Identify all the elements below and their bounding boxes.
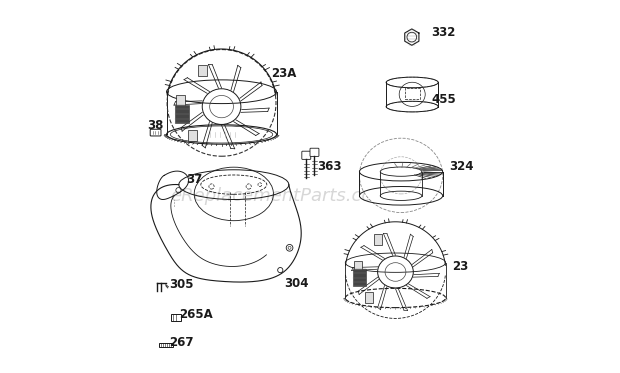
Ellipse shape xyxy=(345,222,446,319)
Text: 38: 38 xyxy=(147,119,164,132)
FancyBboxPatch shape xyxy=(374,235,383,245)
Text: 305: 305 xyxy=(169,279,194,291)
Ellipse shape xyxy=(167,49,277,157)
Text: 363: 363 xyxy=(317,160,341,173)
Ellipse shape xyxy=(360,138,443,213)
Text: 267: 267 xyxy=(169,336,194,349)
Text: eReplacementParts.com: eReplacementParts.com xyxy=(170,187,390,205)
FancyBboxPatch shape xyxy=(353,269,366,286)
Text: 332: 332 xyxy=(431,26,455,39)
FancyBboxPatch shape xyxy=(354,261,363,272)
FancyBboxPatch shape xyxy=(198,65,208,76)
Text: 37: 37 xyxy=(187,173,203,186)
FancyBboxPatch shape xyxy=(175,105,189,123)
Text: 265A: 265A xyxy=(179,308,213,321)
Text: 23: 23 xyxy=(452,260,468,273)
FancyBboxPatch shape xyxy=(188,129,197,141)
FancyBboxPatch shape xyxy=(310,148,319,156)
FancyBboxPatch shape xyxy=(365,292,373,303)
Text: 304: 304 xyxy=(284,277,309,289)
Text: 455: 455 xyxy=(432,93,457,106)
Text: 23A: 23A xyxy=(271,67,296,80)
Polygon shape xyxy=(154,160,295,272)
FancyBboxPatch shape xyxy=(302,151,311,159)
FancyBboxPatch shape xyxy=(176,95,185,106)
Text: 324: 324 xyxy=(450,160,474,173)
